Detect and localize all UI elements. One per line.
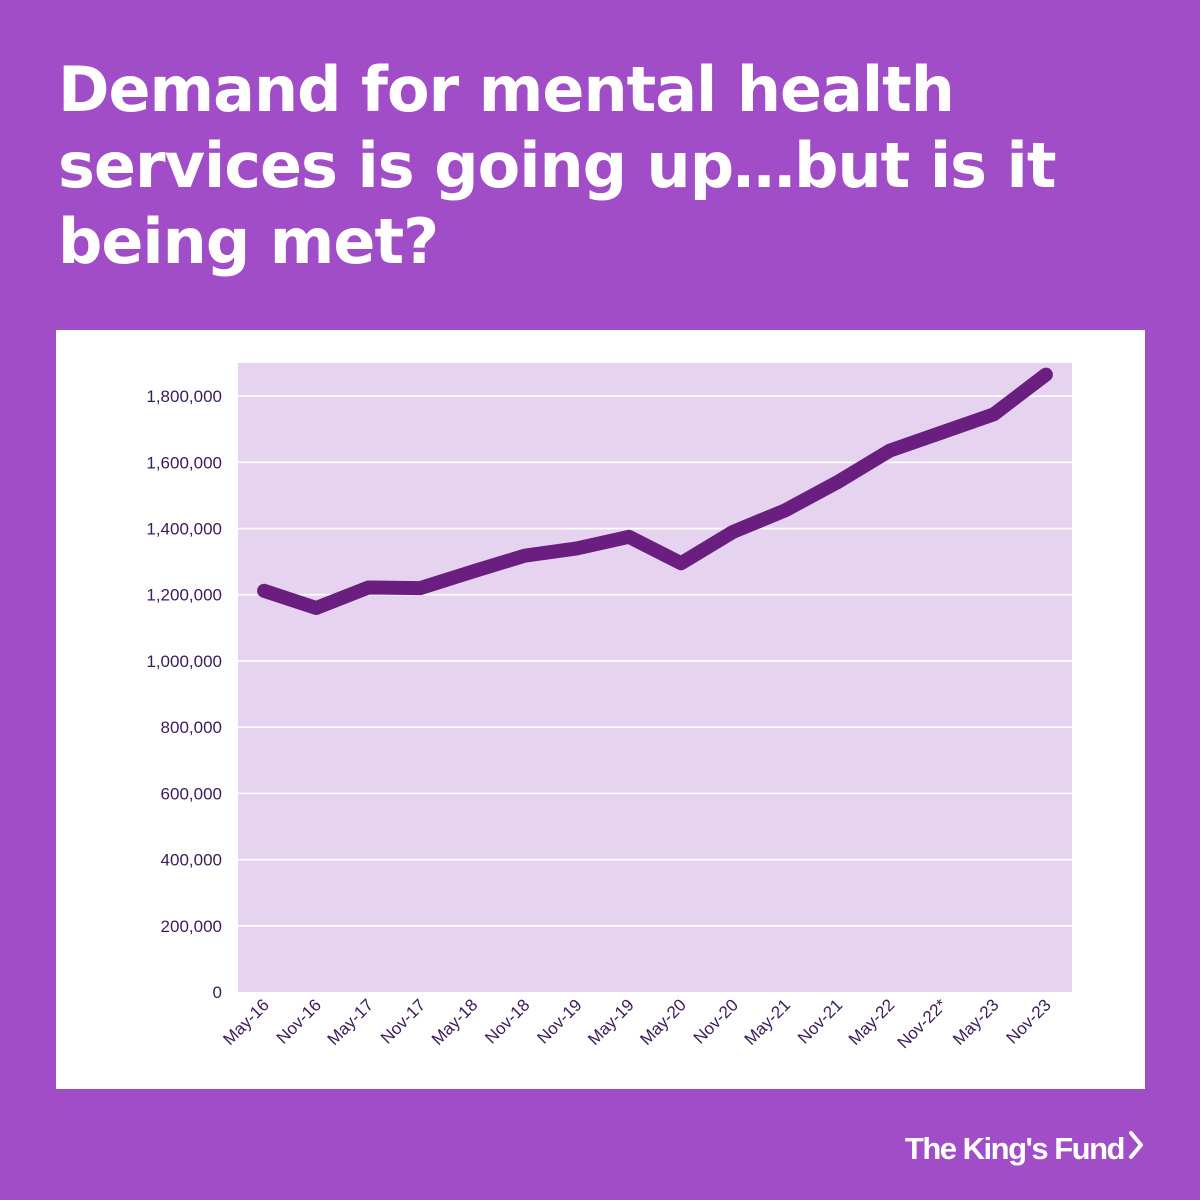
data-point <box>992 413 995 416</box>
logo-text: The King's Fund <box>904 1131 1126 1166</box>
data-point <box>836 481 839 484</box>
x-tick-label: May-17 <box>324 995 378 1049</box>
y-tick-label: 1,600,000 <box>146 453 222 472</box>
series-line <box>257 367 1053 615</box>
data-point <box>419 587 422 590</box>
data-point <box>888 449 891 452</box>
data-point <box>315 606 318 609</box>
x-tick-label: Nov-20 <box>690 995 742 1047</box>
x-tick-label: May-16 <box>219 995 273 1049</box>
x-tick-label: Nov-23 <box>1003 995 1055 1047</box>
y-tick-label: 400,000 <box>161 851 222 870</box>
chevron-right-icon <box>1128 1130 1144 1168</box>
y-tick-label: 1,800,000 <box>146 387 222 406</box>
data-point <box>575 547 578 550</box>
x-tick-label: May-23 <box>949 995 1003 1049</box>
y-tick-label: 200,000 <box>161 917 222 936</box>
y-tick-label: 800,000 <box>161 718 222 737</box>
data-point <box>784 509 787 512</box>
data-point <box>367 586 370 589</box>
y-tick-label: 600,000 <box>161 784 222 803</box>
headline: Demand for mental health services is goi… <box>58 53 1056 278</box>
x-tick-label: May-21 <box>741 995 795 1049</box>
x-tick-label: May-22 <box>845 995 899 1049</box>
y-tick-label: 1,000,000 <box>146 652 222 671</box>
x-tick-label: May-18 <box>428 995 482 1049</box>
data-point <box>732 530 735 533</box>
x-tick-label: Nov-19 <box>533 995 585 1047</box>
line-chart: 0 200,000 400,000 600,000 800,000 1,000,000 1,… <box>146 363 1072 1052</box>
chart-card: 0 200,000 400,000 600,000 800,000 1,000,000 1,… <box>56 330 1145 1089</box>
plot-area <box>238 363 1072 992</box>
data-point <box>680 562 683 565</box>
data-point <box>471 570 474 573</box>
x-tick-label: May-20 <box>636 995 690 1049</box>
y-tick-label: 1,400,000 <box>146 520 222 539</box>
data-point <box>263 589 266 592</box>
x-tick-label: Nov-18 <box>481 995 533 1047</box>
data-point <box>523 554 526 557</box>
x-tick-label: Nov-17 <box>377 995 429 1047</box>
x-tick-label: Nov-21 <box>794 995 846 1047</box>
y-tick-label: 1,200,000 <box>146 586 222 605</box>
x-tick-label: Nov-16 <box>273 995 325 1047</box>
x-tick-label: May-19 <box>584 995 638 1049</box>
kings-fund-logo: The King's Fund <box>905 1130 1144 1168</box>
data-point <box>940 431 943 434</box>
data-point <box>627 535 630 538</box>
x-tick-label: Nov-22* <box>894 995 951 1052</box>
data-point <box>1044 373 1047 376</box>
y-tick-label: 0 <box>213 983 222 1002</box>
